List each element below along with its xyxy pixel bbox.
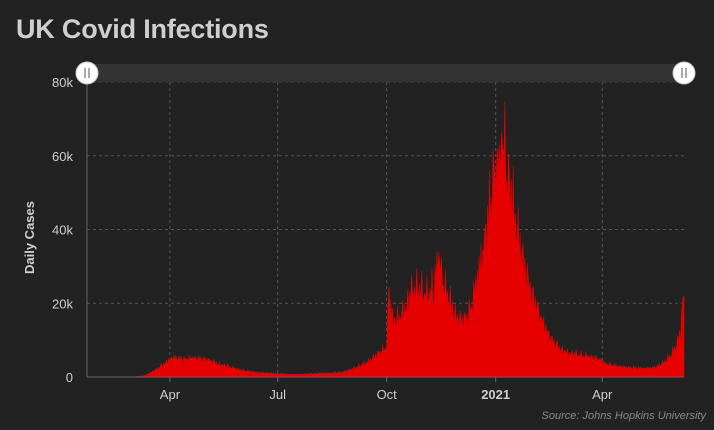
y-tick-label: 20k: [52, 296, 73, 311]
x-axis: Apr Jul Oct 2021 Apr: [87, 376, 684, 402]
x-tick-label: 2021: [481, 387, 510, 402]
navigator-bar[interactable]: [87, 64, 684, 82]
series-area: [87, 100, 685, 378]
y-tick-label: 0: [66, 370, 73, 385]
x-tick-label: Jul: [269, 387, 286, 402]
x-tick-label: Oct: [377, 387, 398, 402]
navigator-handle-left[interactable]: [75, 61, 99, 85]
y-axis-label: Daily Cases: [22, 201, 37, 274]
handle-circle: [75, 61, 99, 85]
y-tick-label: 60k: [52, 149, 73, 164]
y-tick-label: 40k: [52, 223, 73, 238]
range-navigator[interactable]: [87, 64, 684, 82]
x-tick-label: Apr: [160, 387, 181, 402]
navigator-handle-right[interactable]: [672, 61, 696, 85]
x-tick-label: Apr: [592, 387, 613, 402]
chart-title: UK Covid Infections: [16, 14, 269, 44]
y-axis: 0 20k 40k 60k 80k: [52, 75, 88, 385]
grid-layer: [87, 81, 684, 377]
handle-circle: [672, 61, 696, 85]
y-tick-label: 80k: [52, 75, 73, 90]
navigator-handles: [75, 61, 696, 85]
source-note: Source: Johns Hopkins University: [541, 410, 706, 422]
